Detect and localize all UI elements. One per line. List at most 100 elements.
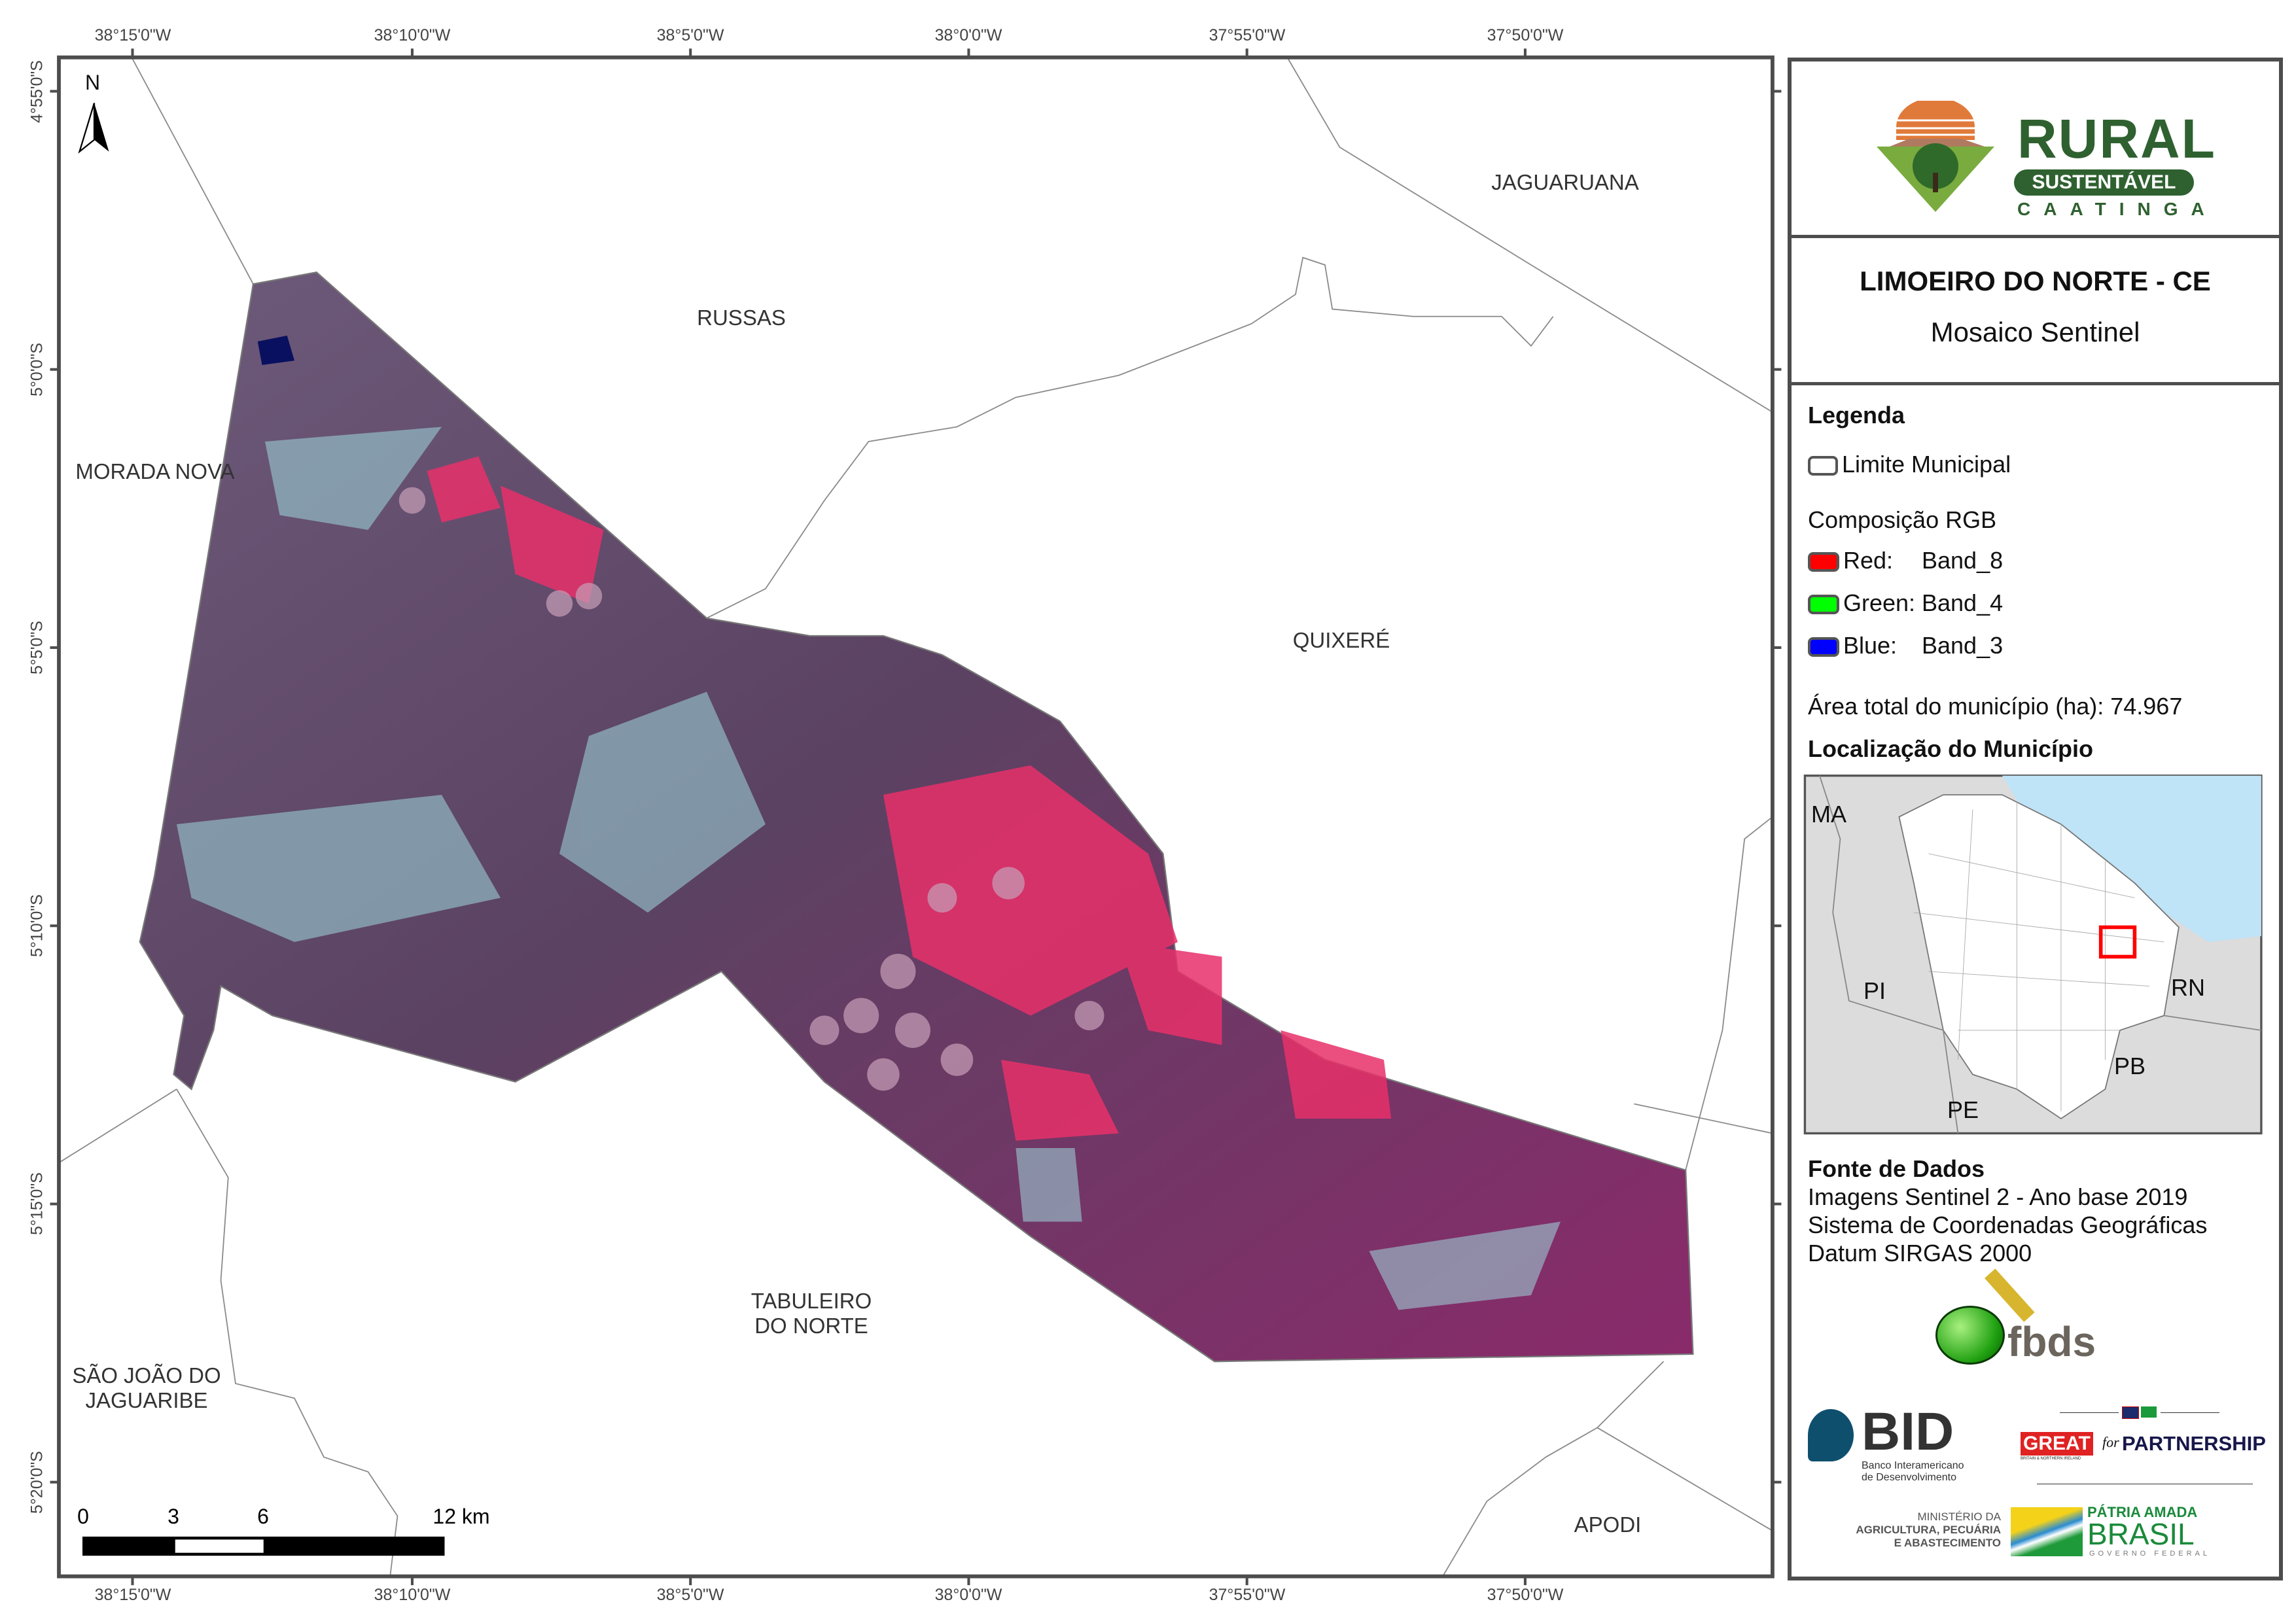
band-channel: Blue: xyxy=(1843,632,1898,659)
partnership-text: PARTNERSHIP xyxy=(2122,1432,2266,1455)
blue-swatch xyxy=(1808,637,1839,657)
great-text: GREAT xyxy=(2021,1432,2093,1456)
place-label-line: JAGUARIBE xyxy=(85,1388,208,1412)
legend-heading: Legenda xyxy=(1808,402,1905,428)
y-tick: 5°5'0"S xyxy=(27,620,46,675)
x-tick-bottom: 38°5'0"W xyxy=(656,1586,724,1604)
great-subtitle: BRITAIN & NORTHERN IRELAND xyxy=(2021,1457,2081,1461)
legend-item-blue: Blue: Band_3 xyxy=(1808,632,2003,659)
bid-subtitle-2: de Desenvolvimento xyxy=(1862,1472,1956,1483)
municipal-boundaries xyxy=(59,58,1773,1577)
brasil-text: BRASIL xyxy=(2087,1517,2195,1551)
logo-rural-text: RURAL xyxy=(2017,108,2216,169)
legend-item-limite: Limite Municipal xyxy=(1808,451,2011,478)
legend-item-red: Red: Band_8 xyxy=(1808,547,2003,574)
place-label-line: SÃO JOÃO DO xyxy=(72,1363,221,1387)
sources-heading: Fonte de Dados xyxy=(1808,1155,1985,1182)
inset-label-rn: RN xyxy=(2171,974,2205,1001)
band-name: Band_4 xyxy=(1922,589,2004,616)
place-label-line: TABULEIRO xyxy=(751,1289,872,1313)
bid-text: BID xyxy=(1862,1402,1954,1461)
logo-caatinga-text: CAATINGA xyxy=(2017,199,2217,219)
place-label: APODI xyxy=(1574,1512,1642,1537)
x-tick-bottom: 38°15'0"W xyxy=(94,1586,171,1604)
ministerio-line: AGRICULTURA, PECUÁRIA xyxy=(1856,1524,2001,1536)
bid-globe-icon xyxy=(1808,1409,1854,1461)
inset-label-ma: MA xyxy=(1811,801,1846,828)
bid-logo: BID Banco Interamericano de Desenvolvime… xyxy=(1808,1403,2011,1488)
y-tick: 5°15'0"S xyxy=(27,1172,46,1235)
brazil-flag-icon xyxy=(2141,1406,2157,1418)
inset-map xyxy=(1803,775,2263,1135)
x-tick-bottom: 37°50'0"W xyxy=(1487,1586,1564,1604)
band-name: Band_8 xyxy=(1922,547,2004,574)
governo-federal-text: GOVERNO FEDERAL xyxy=(2089,1550,2211,1558)
x-tick-top: 37°55'0"W xyxy=(1209,26,1286,44)
map-title: LIMOEIRO DO NORTE - CE xyxy=(1860,266,2211,296)
y-tick: 5°0'0"S xyxy=(27,342,46,397)
band-channel: Red: xyxy=(1843,547,1894,574)
location-heading: Localização do Município xyxy=(1808,735,2094,762)
ministerio-logo: MINISTÉRIO DA AGRICULTURA, PECUÁRIA E AB… xyxy=(1837,1510,2001,1550)
divider xyxy=(1792,235,2279,238)
rgb-heading: Composição RGB xyxy=(1808,506,1997,533)
source-line: Sistema de Coordenadas Geográficas xyxy=(1808,1212,2208,1238)
patria-amada-text: PÁTRIA AMADA xyxy=(2087,1504,2198,1520)
x-tick-top: 38°15'0"W xyxy=(94,26,171,44)
ministerio-line: E ABASTECIMENTO xyxy=(1894,1537,2001,1549)
uk-flag-icon xyxy=(2122,1406,2139,1419)
north-label: N xyxy=(85,71,101,94)
north-arrow-icon xyxy=(78,103,109,154)
place-label: QUIXERÉ xyxy=(1292,628,1390,652)
graticule-ticks xyxy=(50,48,1782,1586)
place-label-line: DO NORTE xyxy=(754,1314,868,1338)
scale-label: 0 xyxy=(77,1505,89,1528)
scale-bar xyxy=(82,1536,445,1556)
x-tick-top: 38°0'0"W xyxy=(934,26,1002,44)
x-tick-bottom: 38°10'0"W xyxy=(374,1586,451,1604)
y-tick: 5°20'0"S xyxy=(27,1451,46,1514)
caatinga-landscape-icon xyxy=(1877,101,1994,212)
green-swatch xyxy=(1808,595,1839,615)
band-name: Band_3 xyxy=(1922,632,2004,659)
boundary-swatch xyxy=(1808,456,1838,476)
satellite-mosaic xyxy=(139,271,1694,1363)
y-tick: 5°10'0"S xyxy=(27,894,46,957)
legend-item-green: Green: Band_4 xyxy=(1808,589,2003,617)
red-swatch xyxy=(1808,552,1839,572)
divider xyxy=(1792,382,2279,385)
divider-line xyxy=(2161,1412,2219,1413)
map-frame xyxy=(57,55,1775,1579)
map-subtitle: Mosaico Sentinel xyxy=(1930,317,2140,347)
legend-label: Limite Municipal xyxy=(1842,451,2011,478)
location-highlight xyxy=(2098,925,2137,959)
rural-sustentavel-logo: RURAL SUSTENTÁVEL CAATINGA xyxy=(1870,101,2263,232)
place-label: JAGUARUANA xyxy=(1491,170,1639,194)
legend-panel: RURAL SUSTENTÁVEL CAATINGA LIMOEIRO DO N… xyxy=(1788,58,2283,1580)
place-label: TABULEIRO DO NORTE xyxy=(751,1289,872,1338)
y-tick: 4°55'0"S xyxy=(27,60,46,123)
place-label: RUSSAS xyxy=(697,305,786,330)
ministerio-line: MINISTÉRIO DA xyxy=(1917,1510,2001,1523)
x-tick-top: 38°10'0"W xyxy=(374,26,451,44)
source-line: Imagens Sentinel 2 - Ano base 2019 xyxy=(1808,1183,2188,1210)
x-tick-bottom: 37°55'0"W xyxy=(1209,1586,1286,1604)
divider-line xyxy=(2060,1412,2119,1413)
fbds-logo: fbds xyxy=(1935,1268,2106,1376)
scale-label: 3 xyxy=(168,1505,179,1528)
x-tick-bottom: 38°0'0"W xyxy=(934,1586,1002,1604)
x-tick-top: 38°5'0"W xyxy=(656,26,724,44)
place-label: MORADA NOVA xyxy=(75,459,235,483)
place-label: SÃO JOÃO DO JAGUARIBE xyxy=(72,1363,221,1413)
brasil-flag-icon xyxy=(2011,1507,2083,1556)
scale-label: 12 km xyxy=(433,1505,490,1528)
bid-subtitle-1: Banco Interamericano xyxy=(1862,1460,1964,1471)
inset-label-pb: PB xyxy=(2114,1053,2146,1079)
x-tick-top: 37°50'0"W xyxy=(1487,26,1564,44)
fbds-text: fbds xyxy=(2007,1318,2096,1365)
fbds-circle-icon xyxy=(1935,1306,2005,1365)
source-line: Datum SIRGAS 2000 xyxy=(1808,1240,2032,1266)
scale-label: 6 xyxy=(257,1505,269,1528)
band-channel: Green: xyxy=(1843,589,1916,616)
